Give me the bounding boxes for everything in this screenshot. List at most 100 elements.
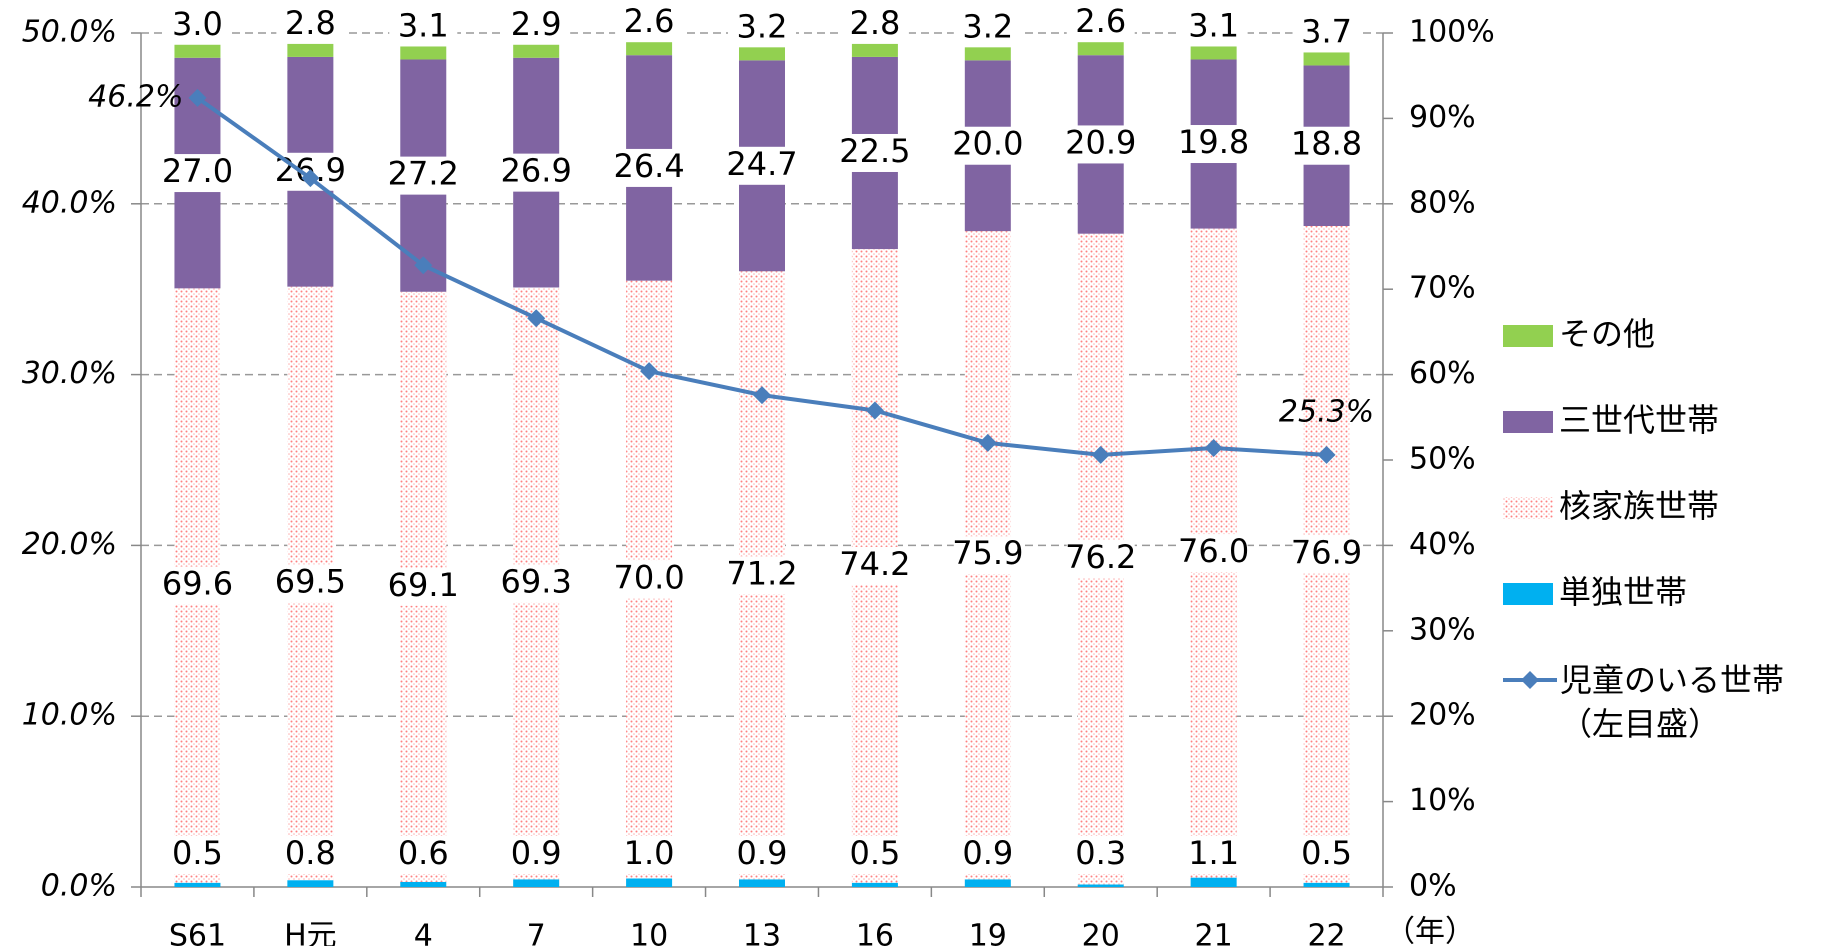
line-marker: [753, 386, 771, 405]
value-label: 0.9: [511, 834, 562, 872]
value-label-bg: [728, 556, 796, 595]
value-label: 1.1: [1188, 834, 1239, 872]
value-label-bg: [615, 560, 684, 599]
x-tick-label: 21: [1195, 919, 1233, 946]
value-label: 3.0: [172, 5, 223, 43]
value-label-bg: [1066, 540, 1135, 579]
value-label: 24.7: [726, 145, 797, 183]
value-label-bg: [389, 567, 458, 606]
value-label: 0.9: [962, 834, 1013, 872]
legend-label: 児童のいる世帯 （左目盛）: [1560, 661, 1785, 743]
x-tick-label: 20: [1082, 919, 1120, 946]
value-label: 26.4: [613, 147, 684, 185]
legend-swatch: [1503, 325, 1553, 347]
value-label-bg: [953, 836, 1022, 874]
value-label: 76.2: [1065, 538, 1136, 576]
value-label: 3.1: [1188, 6, 1239, 44]
value-label-bg: [615, 148, 684, 187]
line-marker: [414, 256, 433, 275]
value-label: 71.2: [726, 554, 797, 592]
value-label-bg: [502, 6, 571, 45]
value-label: 0.8: [285, 834, 336, 872]
legend-swatch: [1503, 411, 1553, 433]
line-marker: [1204, 439, 1223, 458]
value-label-bg: [502, 153, 571, 192]
value-label-bg: [728, 836, 796, 874]
value-label-bg: [1066, 836, 1135, 874]
line-marker: [188, 88, 207, 107]
value-label-bg: [1066, 4, 1135, 43]
y2-tick-label: 30%: [1409, 612, 1476, 647]
value-label-bg: [1292, 14, 1361, 53]
value-label-bg: [953, 9, 1022, 48]
x-tick-label: 16: [856, 919, 894, 946]
bar-segment: [513, 879, 560, 887]
value-label: 18.8: [1291, 125, 1362, 163]
value-label: 0.9: [737, 834, 788, 872]
y2-tick-label: 40%: [1409, 527, 1476, 562]
value-label: 2.6: [624, 2, 675, 40]
value-label-bg: [953, 126, 1022, 165]
value-label: 26.9: [501, 152, 572, 190]
value-label-bg: [1179, 125, 1248, 164]
value-label: 1.0: [624, 834, 675, 872]
value-label: 69.6: [162, 565, 233, 603]
line-marker: [640, 362, 659, 381]
value-label: 0.3: [1075, 834, 1126, 872]
value-label: 27.2: [388, 155, 459, 193]
bar-segment: [287, 880, 334, 887]
value-label-bg: [163, 6, 232, 45]
value-label: 19.8: [1178, 123, 1249, 161]
y2-tick-label: 10%: [1409, 783, 1476, 818]
value-label: 3.2: [962, 7, 1013, 45]
x-tick-label: 22: [1307, 919, 1345, 946]
bar-segment: [851, 882, 898, 887]
y2-tick-label: 60%: [1409, 356, 1476, 391]
value-label: 76.9: [1291, 533, 1362, 571]
value-label: 22.5: [839, 132, 910, 170]
legend-label: その他: [1559, 315, 1655, 353]
value-label-bg: [615, 4, 684, 43]
value-label: 76.0: [1178, 532, 1249, 570]
legend-swatch: [1503, 583, 1553, 605]
y2-tick-label: 0%: [1409, 869, 1457, 904]
bar-segment: [1077, 884, 1124, 887]
x-tick-label: 4: [414, 919, 433, 946]
y2-tick-label: 80%: [1409, 185, 1476, 220]
y-tick-label: 30.0%: [22, 356, 117, 391]
y2-tick-label: 90%: [1409, 100, 1476, 135]
bar-segment: [964, 879, 1011, 887]
value-label: 74.2: [839, 545, 910, 583]
bar-segment: [400, 881, 447, 887]
value-label-bg: [840, 5, 909, 44]
x-unit-label: （年）: [1385, 915, 1475, 946]
value-label: 20.0: [952, 125, 1023, 163]
value-label-bg: [1066, 125, 1135, 164]
value-label-bg: [1292, 535, 1361, 574]
value-label-bg: [840, 836, 909, 874]
y2-tick-label: 100%: [1409, 15, 1495, 50]
value-label-bg: [163, 836, 232, 874]
value-label-bg: [163, 566, 232, 605]
x-tick-label: 13: [743, 919, 781, 946]
value-label-bg: [728, 9, 796, 48]
bar-segment: [739, 879, 785, 887]
value-label-bg: [389, 836, 458, 874]
value-label-bg: [502, 564, 571, 603]
value-label-bg: [1179, 534, 1248, 573]
bar-segment: [174, 882, 221, 887]
value-label-bg: [389, 8, 458, 47]
value-label: 70.0: [613, 559, 684, 597]
bar-segment: [1190, 877, 1237, 887]
value-label-bg: [840, 133, 909, 172]
legend-label: 単独世帯: [1559, 573, 1687, 611]
value-label-bg: [502, 836, 571, 874]
value-label: 3.1: [398, 6, 449, 44]
value-label-bg: [276, 836, 345, 874]
value-label-bg: [615, 836, 684, 874]
y2-tick-label: 50%: [1409, 442, 1476, 477]
value-label: 69.3: [501, 562, 572, 600]
y-tick-label: 10.0%: [22, 698, 117, 733]
line-marker: [865, 401, 884, 420]
